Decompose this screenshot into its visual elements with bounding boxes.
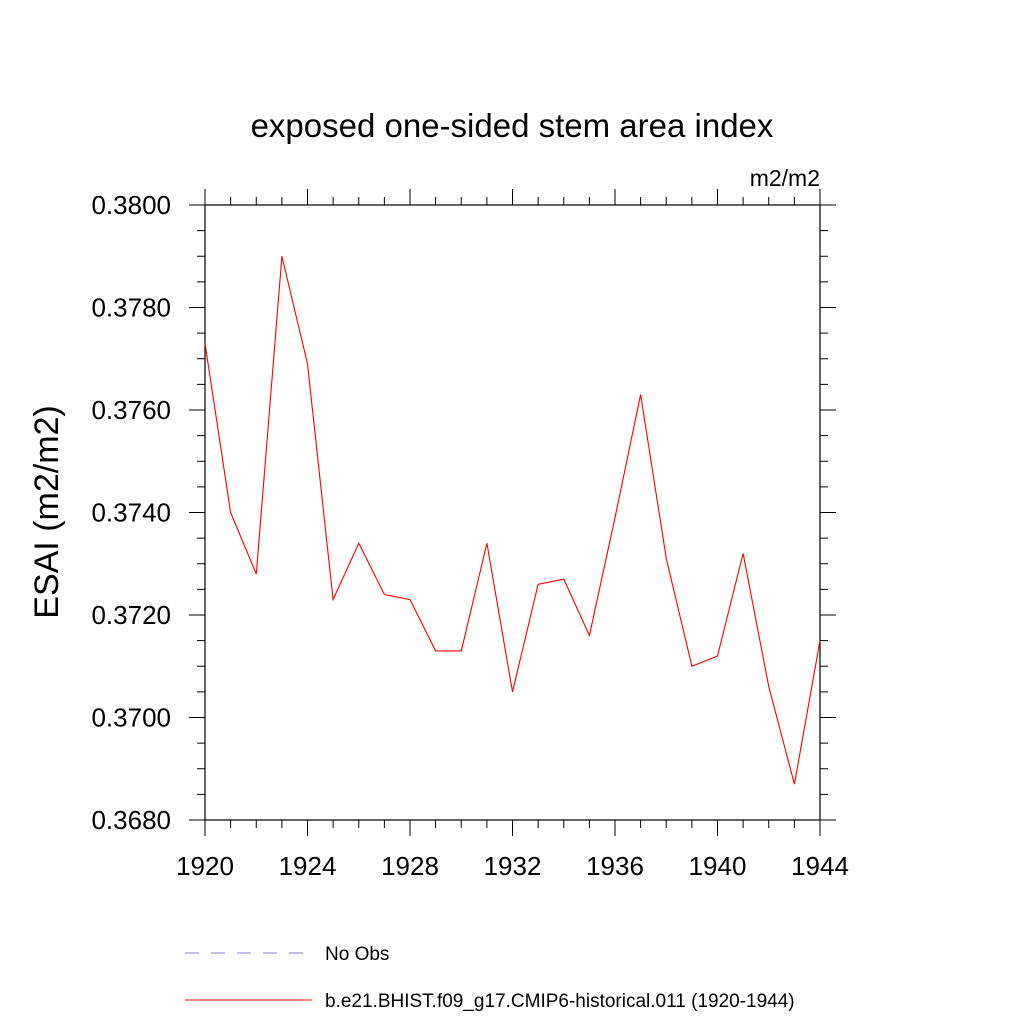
x-tick-label: 1932: [484, 851, 542, 881]
legend-label: No Obs: [325, 944, 389, 965]
chart-title: exposed one-sided stem area index: [251, 107, 774, 144]
x-tick-label: 1924: [279, 851, 337, 881]
y-tick-label: 0.3680: [91, 805, 171, 835]
legend: No Obs b.e21.BHIST.f09_g17.CMIP6-historic…: [185, 944, 795, 1012]
y-tick-label: 0.3760: [91, 395, 171, 425]
y-tick-label: 0.3700: [91, 703, 171, 733]
series-layer: [204, 256, 821, 785]
plot-frame: [204, 204, 821, 821]
x-tick-labels: 1920 1924 1928 1932 1936 1940 1944: [176, 851, 849, 881]
y-tick-label: 0.3720: [91, 600, 171, 630]
x-tick-label: 1928: [381, 851, 439, 881]
legend-label: b.e21.BHIST.f09_g17.CMIP6-historical.011…: [325, 991, 795, 1012]
x-tick-label: 1936: [586, 851, 644, 881]
tick-marks: [189, 189, 836, 836]
x-tick-label: 1944: [791, 851, 849, 881]
x-tick-label: 1920: [176, 851, 234, 881]
y-axis-label: ESAI (m2/m2): [28, 405, 66, 618]
y-tick-labels: 0.3680 0.3700 0.3720 0.3740 0.3760 0.3780 0.38…: [91, 190, 171, 835]
y-tick-label: 0.3740: [91, 498, 171, 528]
y-tick-label: 0.3800: [91, 190, 171, 220]
y-tick-label: 0.3780: [91, 293, 171, 323]
units-label: m2/m2: [750, 165, 820, 191]
x-tick-label: 1940: [689, 851, 747, 881]
series-line-0: [204, 256, 821, 785]
